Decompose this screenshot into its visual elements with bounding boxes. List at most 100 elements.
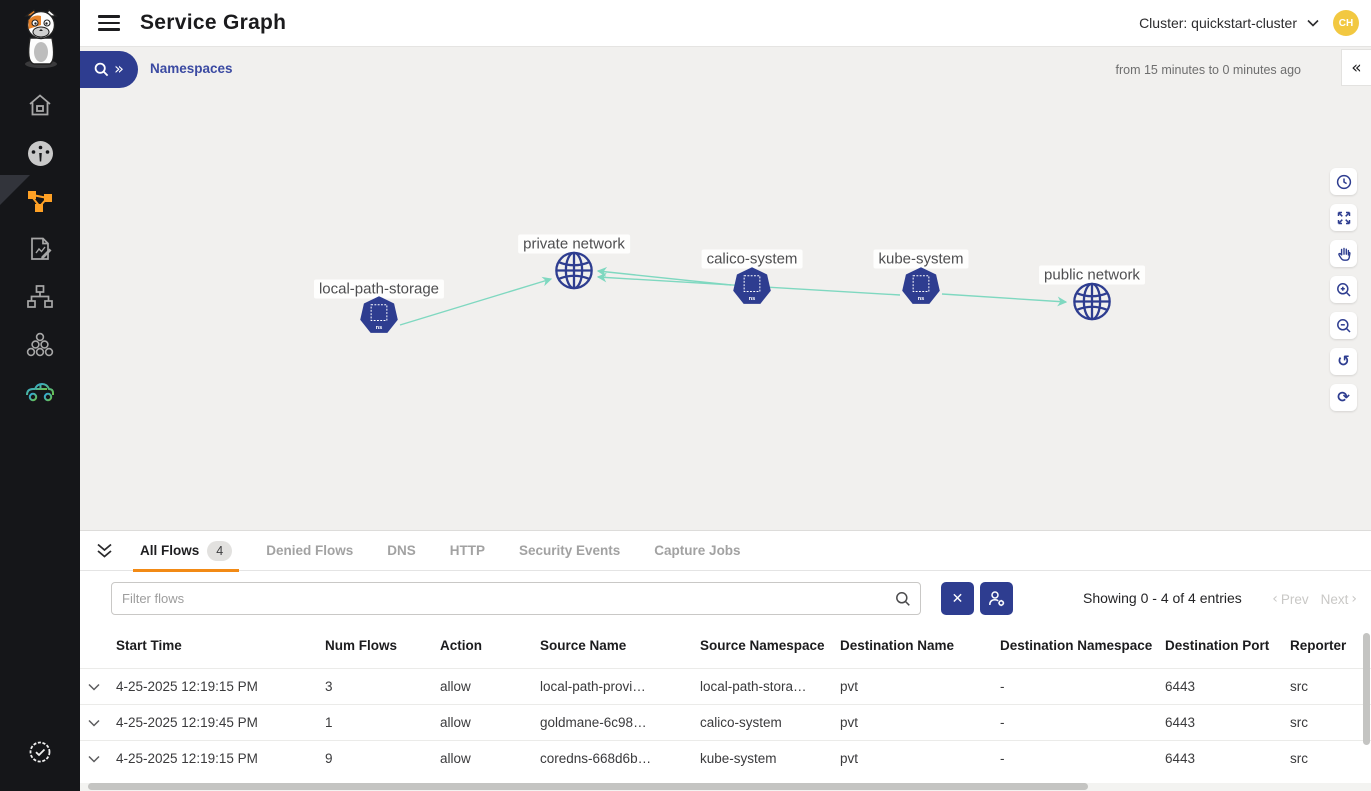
chevron-right-icon: › [1351,591,1357,607]
globe-icon [555,251,593,290]
clock-icon [1336,174,1351,189]
sidebar-item-calico-cloud[interactable] [0,368,80,416]
table-row[interactable]: 4-25-2025 12:19:15 PM 3 allow local-path… [80,668,1371,705]
cell-destination-port: 6443 [1165,668,1290,705]
namespace-node-calico-system[interactable]: ns [732,267,772,312]
graph-node-label[interactable]: public network [1039,265,1145,285]
clear-filter-button[interactable]: ✕ [941,582,974,615]
chevron-down-icon [1307,19,1319,27]
tab-count-badge: 4 [207,540,233,561]
vertical-scrollbar-thumb[interactable] [1363,633,1370,745]
sidebar-item-service-graph[interactable] [0,177,80,225]
sidebar-item-home[interactable] [0,81,80,129]
cell-reporter: src [1290,668,1371,705]
zoom-out-icon [1336,318,1351,333]
cell-source-namespace: local-path-stora… [700,668,840,705]
network-node-private-network[interactable] [553,250,595,297]
graph-edges [399,267,1068,326]
sidebar-item-clusters[interactable] [0,321,80,369]
table-header-row: Start Time Num Flows Action Source Name … [80,629,1371,669]
cell-source-name: local-path-provi… [540,668,700,705]
cluster-selector[interactable]: Cluster: quickstart-cluster [1139,15,1319,31]
sidebar-item-certificate[interactable] [0,728,80,776]
graph-toolbar-bar: » Namespaces from 15 minutes to 0 minute… [80,48,1371,90]
time-button[interactable] [1330,168,1357,195]
col-destination-namespace[interactable]: Destination Namespace [1000,638,1153,653]
svg-text:ns: ns [749,296,756,302]
graph-controls: ↺ ⟳ [1330,168,1357,411]
tab-label: All Flows [140,543,200,558]
cell-destination-name: pvt [840,668,1000,705]
svg-text:ns: ns [376,325,383,331]
graph-search-button[interactable]: » [80,51,138,88]
table-row[interactable]: 4-25-2025 12:19:45 PM 1 allow goldmane-6… [80,704,1371,741]
tab-dns[interactable]: DNS [370,531,433,571]
service-graph-icon [28,191,52,212]
panel-collapse-button[interactable] [96,543,113,559]
graph-node-label[interactable]: local-path-storage [313,279,445,299]
user-gear-icon [989,591,1005,607]
col-start-time[interactable]: Start Time [116,638,182,653]
col-source-namespace[interactable]: Source Namespace [700,638,825,653]
right-panel-collapse-button[interactable]: « [1341,49,1371,86]
reset-layout-button[interactable]: ↺ [1330,348,1357,375]
col-action[interactable]: Action [440,638,482,653]
col-num-flows[interactable]: Num Flows [325,638,398,653]
zoom-in-button[interactable] [1330,276,1357,303]
network-node-public-network[interactable] [1071,281,1113,328]
showing-entries-label: Showing 0 - 4 of 4 entries [1083,590,1242,606]
avatar[interactable]: CH [1333,10,1359,36]
certificate-check-icon [29,741,51,763]
sidebar-item-reports[interactable] [0,225,80,273]
cell-action: allow [440,740,540,777]
fit-screen-button[interactable] [1330,204,1357,231]
zoom-out-button[interactable] [1330,312,1357,339]
graph-node-label[interactable]: calico-system [701,249,803,269]
cell-num-flows: 1 [325,704,440,741]
column-settings-button[interactable] [980,582,1013,615]
sidebar-item-network[interactable] [0,273,80,321]
tab-security-events[interactable]: Security Events [502,531,637,571]
tab-denied-flows[interactable]: Denied Flows [249,531,370,571]
refresh-button[interactable]: ⟳ [1330,384,1357,411]
prev-button[interactable]: ‹ Prev [1272,591,1308,607]
pan-button[interactable] [1330,240,1357,267]
report-edit-icon [31,237,52,260]
cluster-selector-label: Cluster: quickstart-cluster [1139,15,1297,31]
cell-source-name: coredns-668d6b… [540,740,700,777]
tab-capture-jobs[interactable]: Capture Jobs [637,531,757,571]
flows-tabbar: All Flows 4 Denied Flows DNS HTTP Securi… [80,531,1371,572]
hand-icon [1337,247,1351,261]
zoom-in-icon [1336,282,1351,297]
tab-all-flows[interactable]: All Flows 4 [123,531,249,572]
table-row[interactable]: 4-25-2025 12:19:15 PM 9 allow coredns-66… [80,740,1371,777]
col-destination-name[interactable]: Destination Name [840,638,955,653]
cell-reporter: src [1290,704,1371,741]
graph-node-label[interactable]: private network [518,234,630,254]
expand-row-icon[interactable] [80,683,108,691]
horizontal-scrollbar-thumb[interactable] [88,783,1088,790]
expand-row-icon[interactable] [80,755,108,763]
tab-http[interactable]: HTTP [433,531,502,571]
next-button[interactable]: Next › [1321,591,1357,607]
namespace-heptagon-icon: ns [733,267,771,304]
menu-toggle-button[interactable] [98,15,120,31]
graph-node-label[interactable]: kube-system [873,249,969,269]
filter-flows-input[interactable] [112,591,895,606]
sidebar-item-dashboard[interactable] [0,129,80,177]
tab-label: HTTP [449,543,485,558]
service-graph-canvas[interactable]: local-path-storage ns private network ca… [80,90,1371,530]
namespace-node-kube-system[interactable]: ns [901,267,941,312]
namespace-node-local-path-storage[interactable]: ns [359,296,399,341]
tab-label: Denied Flows [266,543,354,558]
collapse-left-icon: « [1351,57,1362,78]
col-destination-port[interactable]: Destination Port [1165,638,1270,653]
col-source-name[interactable]: Source Name [540,638,627,653]
top-header: Service Graph Cluster: quickstart-cluste… [80,0,1371,47]
namespace-heptagon-icon: ns [902,267,940,304]
expand-row-icon[interactable] [80,719,108,727]
close-icon: ✕ [951,590,964,607]
breadcrumb[interactable]: Namespaces [150,61,233,76]
col-reporter[interactable]: Reporter [1290,638,1347,653]
